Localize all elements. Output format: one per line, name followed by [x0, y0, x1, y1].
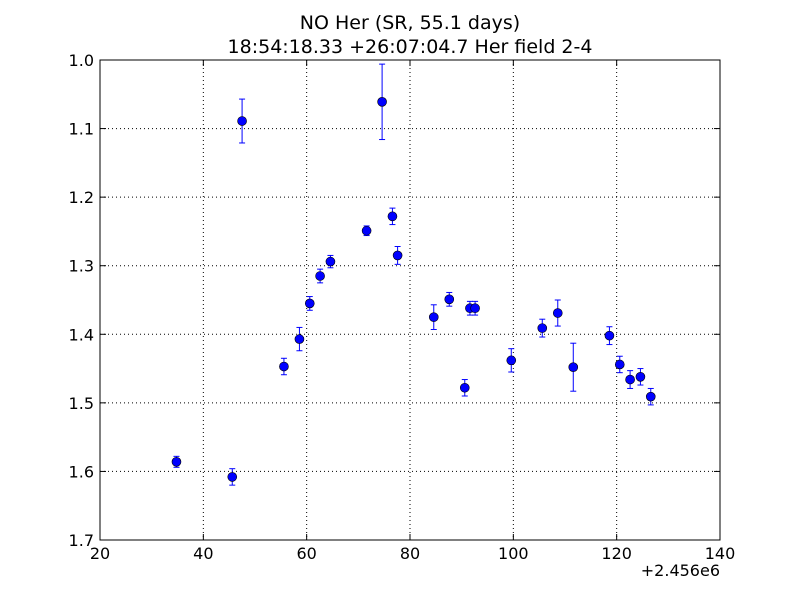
x-tick-label: 60 — [296, 544, 316, 563]
data-points — [171, 97, 656, 482]
data-point — [614, 359, 625, 370]
y-tick-label: 1.3 — [69, 257, 94, 276]
x-tick-label: 40 — [193, 544, 213, 563]
data-point — [279, 361, 289, 372]
x-tick-label: 120 — [601, 544, 632, 563]
y-tick-label: 1.6 — [69, 462, 94, 481]
data-point — [392, 250, 403, 261]
data-point — [237, 116, 247, 126]
data-point — [506, 355, 517, 366]
y-tick-label: 1.2 — [69, 188, 94, 207]
data-point — [568, 362, 579, 373]
y-tick-label: 1.1 — [69, 120, 94, 139]
data-point — [459, 382, 470, 393]
x-axis-tick-labels: 20 40 60 80 100 120 140 — [90, 544, 735, 563]
x-tick-label: 20 — [90, 544, 110, 563]
y-axis-tick-labels: 1.0 1.1 1.2 1.3 1.4 1.5 1.6 1.7 — [69, 51, 94, 550]
data-point — [377, 97, 387, 107]
data-point — [428, 312, 439, 322]
grid-lines — [100, 60, 720, 540]
data-point — [227, 472, 238, 482]
data-point — [304, 298, 315, 309]
x-tick-label: 100 — [498, 544, 529, 563]
x-tick-label: 140 — [705, 544, 736, 563]
x-axis-offset-label: +2.456e6 — [641, 561, 720, 580]
axis-ticks — [99, 59, 721, 541]
data-point — [552, 308, 563, 318]
data-point — [645, 391, 656, 402]
chart-subtitle: 18:54:18.33 +26:07:04.7 Her field 2-4 — [228, 36, 593, 58]
data-point — [171, 457, 182, 467]
data-point — [387, 211, 398, 222]
y-tick-label: 1.4 — [69, 325, 94, 344]
y-tick-label: 1.5 — [69, 394, 94, 413]
x-tick-label: 80 — [400, 544, 420, 563]
error-bars — [173, 63, 654, 486]
chart-title: NO Her (SR, 55.1 days) — [300, 12, 520, 34]
data-point — [470, 303, 480, 314]
data-point — [635, 371, 646, 382]
data-point — [604, 330, 615, 341]
data-point — [444, 294, 455, 305]
data-point — [625, 374, 635, 385]
y-tick-label: 1.0 — [69, 51, 94, 70]
data-point — [315, 271, 325, 281]
data-point — [537, 323, 548, 333]
data-point — [294, 334, 305, 344]
y-tick-label: 1.7 — [69, 531, 94, 550]
data-point — [325, 256, 336, 267]
data-point — [361, 225, 372, 236]
